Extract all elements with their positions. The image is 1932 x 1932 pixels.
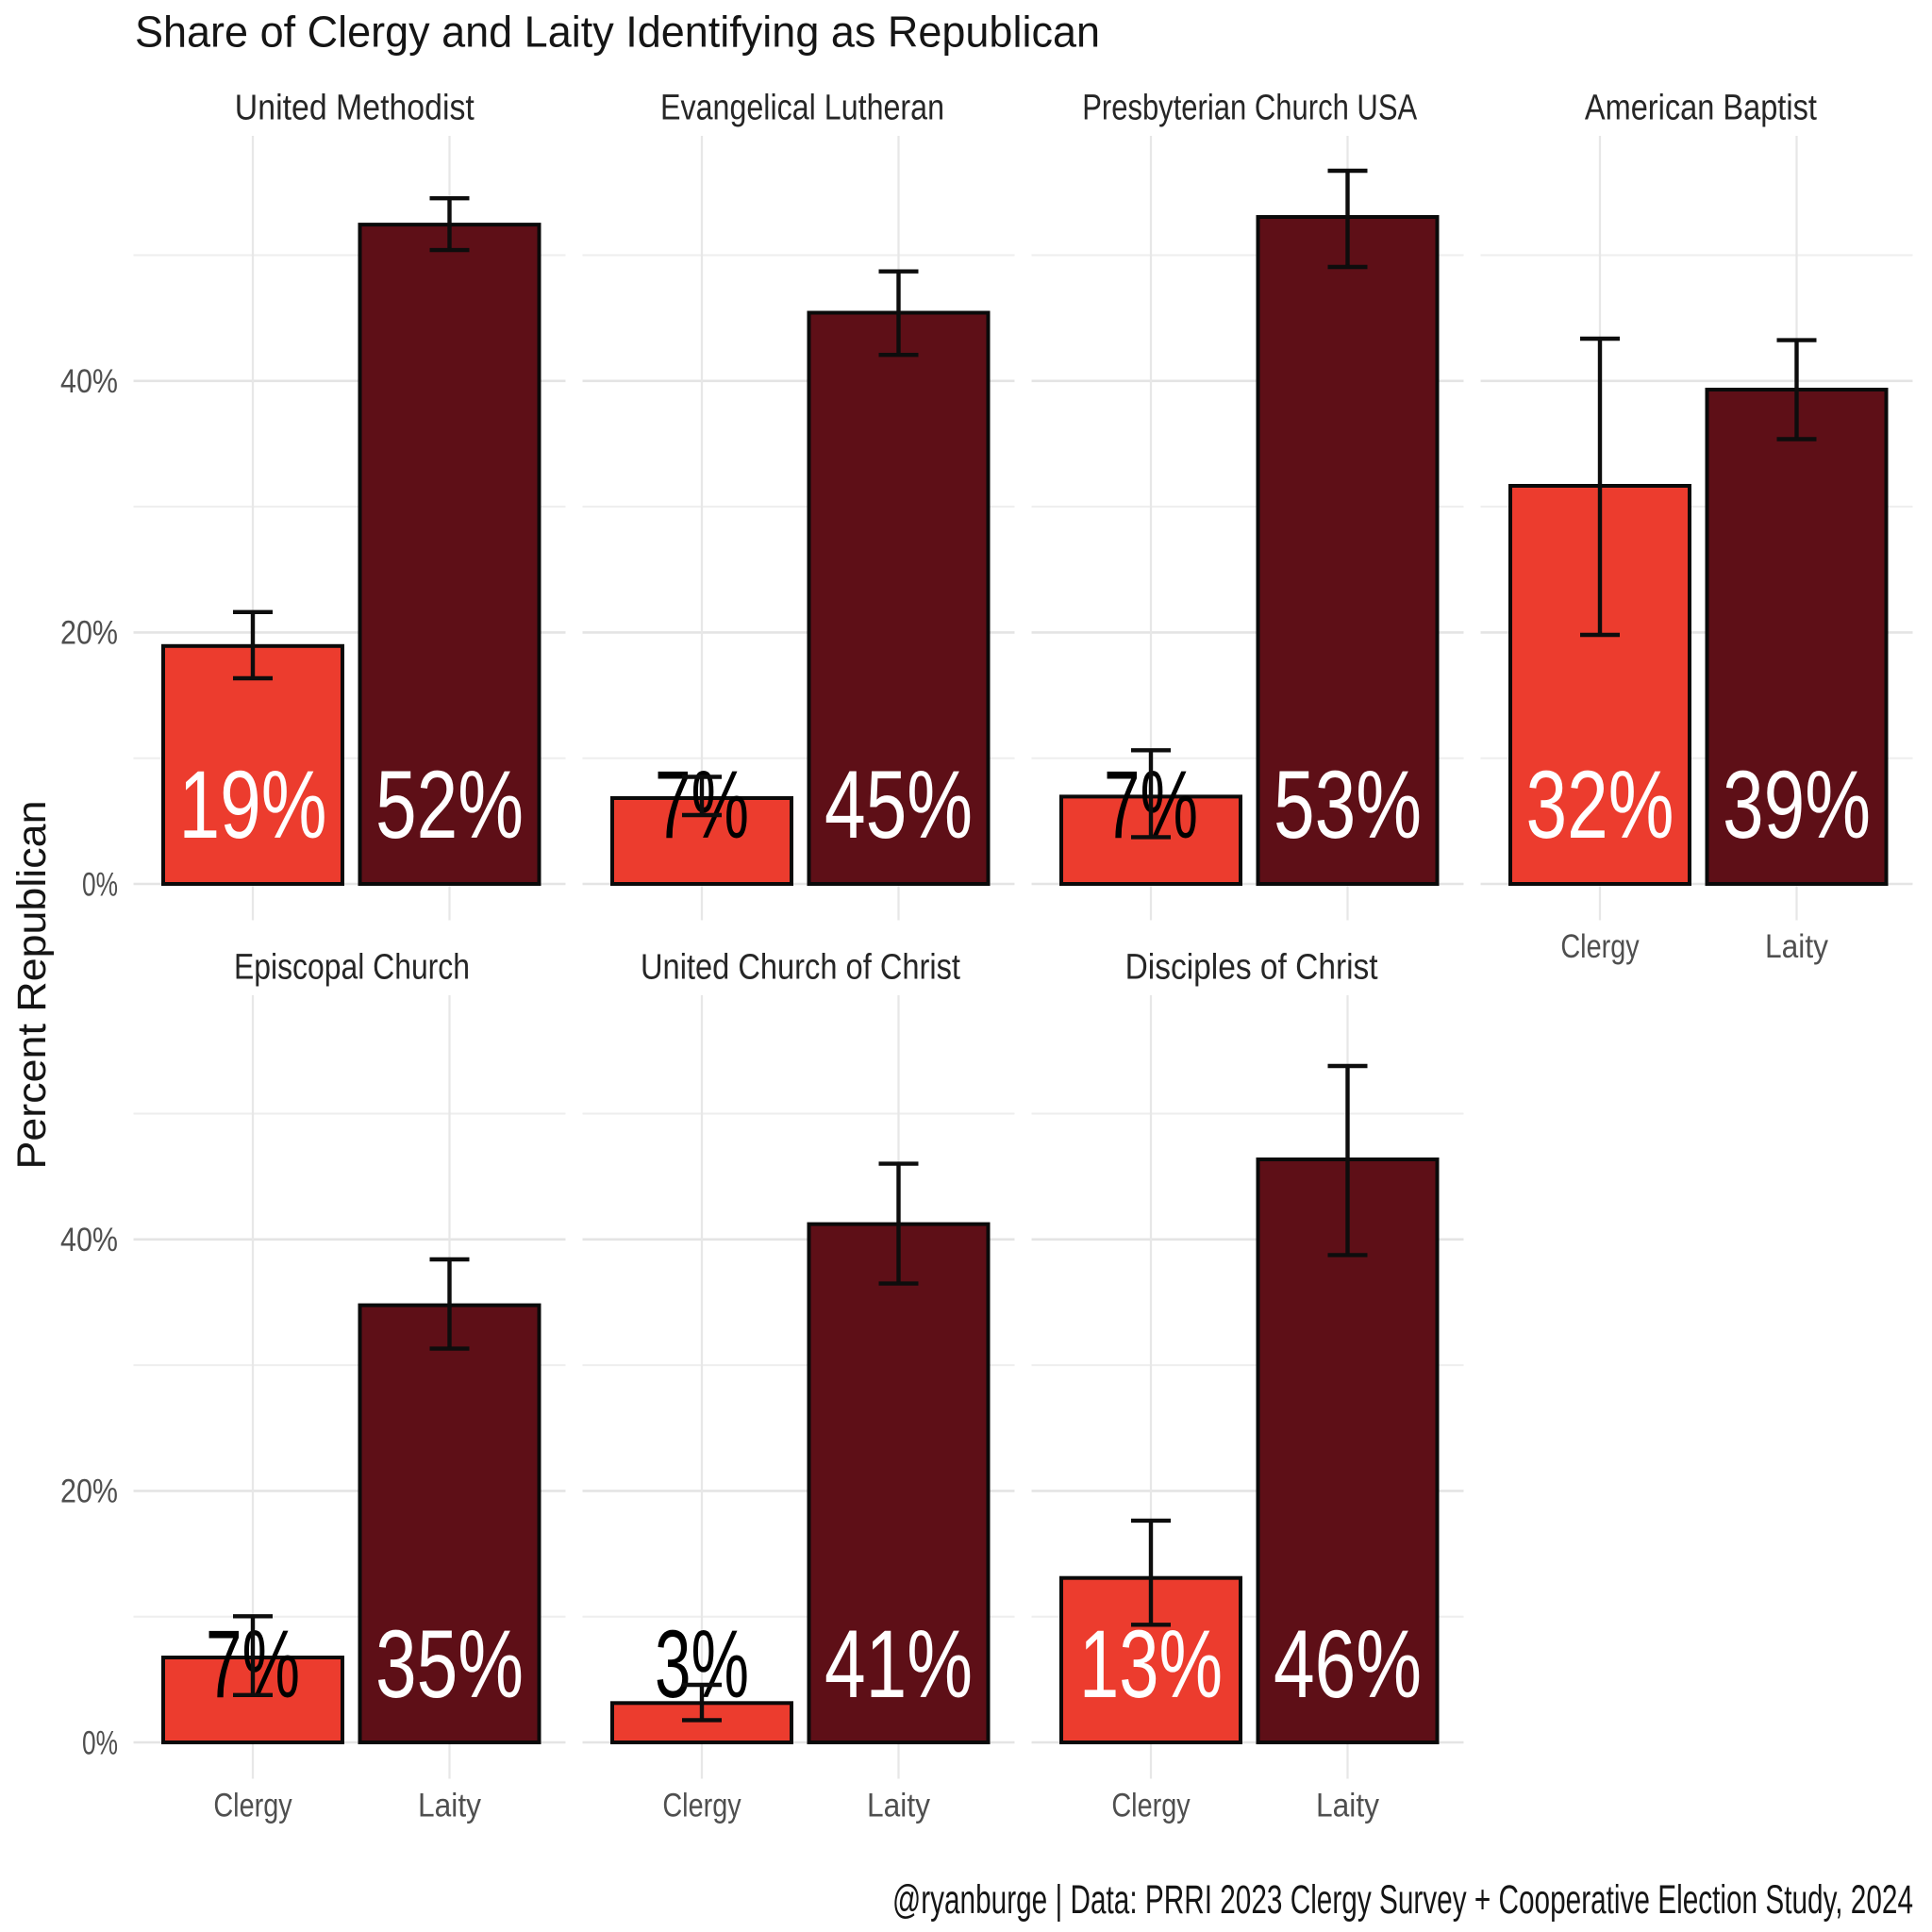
svg-text:40%: 40% [60, 363, 118, 400]
svg-text:Clergy: Clergy [662, 1788, 741, 1824]
svg-text:American Baptist: American Baptist [1585, 89, 1817, 128]
svg-text:United Methodist: United Methodist [235, 89, 475, 128]
svg-text:0%: 0% [82, 866, 118, 903]
svg-text:Episcopal Church: Episcopal Church [234, 948, 470, 988]
svg-text:19%: 19% [179, 751, 327, 858]
svg-text:Laity: Laity [1765, 928, 1828, 965]
svg-text:Clergy: Clergy [1560, 928, 1640, 965]
svg-text:46%: 46% [1274, 1610, 1422, 1718]
svg-text:40%: 40% [60, 1222, 118, 1258]
svg-text:45%: 45% [824, 751, 973, 858]
svg-text:0%: 0% [82, 1724, 118, 1761]
svg-text:32%: 32% [1526, 751, 1674, 858]
svg-text:United Church of Christ: United Church of Christ [641, 948, 960, 988]
svg-text:35%: 35% [375, 1610, 524, 1718]
svg-text:13%: 13% [1079, 1610, 1223, 1718]
svg-text:Evangelical Lutheran: Evangelical Lutheran [660, 89, 944, 128]
svg-text:@ryanburge | Data: PRRI 2023 C: @ryanburge | Data: PRRI 2023 Clergy Surv… [892, 1877, 1913, 1923]
svg-text:Laity: Laity [418, 1788, 481, 1824]
svg-text:Clergy: Clergy [1111, 1788, 1191, 1824]
svg-text:Percent Republican: Percent Republican [9, 801, 55, 1170]
svg-text:20%: 20% [60, 615, 118, 652]
svg-text:53%: 53% [1274, 751, 1422, 858]
svg-text:Share of Clergy and Laity Iden: Share of Clergy and Laity Identifying as… [135, 7, 1100, 56]
svg-text:Laity: Laity [867, 1788, 930, 1824]
svg-text:41%: 41% [824, 1610, 973, 1718]
svg-text:Presbyterian Church USA: Presbyterian Church USA [1082, 89, 1418, 128]
svg-text:Laity: Laity [1316, 1788, 1379, 1824]
svg-text:20%: 20% [60, 1474, 118, 1510]
svg-text:39%: 39% [1723, 751, 1871, 858]
svg-text:Clergy: Clergy [213, 1788, 292, 1824]
svg-text:Disciples of Christ: Disciples of Christ [1125, 948, 1378, 988]
svg-text:52%: 52% [375, 751, 524, 858]
